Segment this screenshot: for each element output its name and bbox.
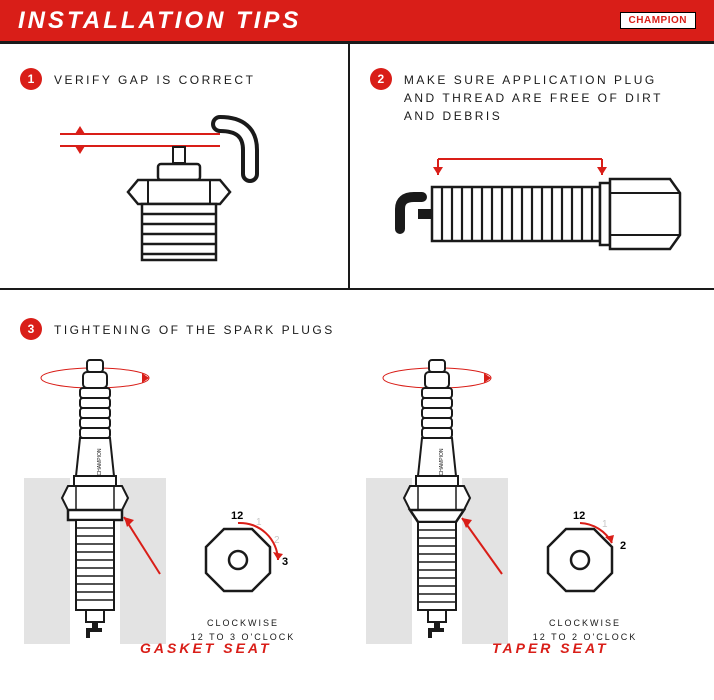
step-head-1: 1 Verify gap is correct [20, 68, 328, 90]
brand-logo: CHAMPION [620, 12, 696, 29]
taper-seat-col: CHAMPION [362, 354, 694, 644]
gasket-plug-svg: CHAMPION [20, 354, 170, 644]
header-bar: INSTALLATION TIPS CHAMPION [0, 0, 714, 44]
clock1-note-l1: CLOCKWISE [207, 618, 279, 628]
taper-seat-label: TAPER SEAT [492, 640, 609, 656]
step-head-3: 3 Tightening of the spark plugs [20, 318, 694, 340]
step-number-badge: 2 [370, 68, 392, 90]
step-1-text: Verify gap is correct [54, 68, 255, 89]
panel-verify-gap: 1 Verify gap is correct [0, 44, 350, 288]
top-row: 1 Verify gap is correct [0, 44, 714, 288]
thread-svg [370, 139, 690, 289]
page-title: INSTALLATION TIPS [18, 7, 301, 35]
gasket-seat-col: CHAMPION [20, 354, 352, 644]
clock-taper: 12 1 2 CLOCKWISE 12 TO 2 O'CLOCK [530, 507, 640, 644]
clock-12: 12 [573, 510, 585, 522]
clock-1: 1 [602, 519, 608, 530]
gap-svg [20, 104, 330, 264]
panel-clean-thread: 2 Make sure application plug and thread … [350, 44, 714, 288]
clock-3: 3 [282, 556, 288, 568]
plugs-row: CHAMPION [20, 354, 694, 644]
step-head-2: 2 Make sure application plug and thread … [370, 68, 694, 125]
step-number-badge: 3 [20, 318, 42, 340]
step-number-badge: 1 [20, 68, 42, 90]
step-2-text: Make sure application plug and thread ar… [404, 68, 694, 125]
clock-gasket: 12 1 2 3 CLOCKWISE 12 TO 3 O'CLOCK [188, 507, 298, 644]
clock2-note-l1: CLOCKWISE [549, 618, 621, 628]
diagram-thread [370, 139, 694, 294]
svg-text:CHAMPION: CHAMPION [439, 448, 445, 475]
taper-plug-svg: CHAMPION [362, 354, 512, 644]
clock2-svg: 12 1 2 [530, 507, 640, 607]
clock-12: 12 [231, 510, 243, 522]
step-3-text: Tightening of the spark plugs [54, 318, 335, 339]
gasket-seat-label: GASKET SEAT [140, 640, 272, 656]
svg-text:CHAMPION: CHAMPION [97, 448, 103, 475]
clock1-svg: 12 1 2 3 [188, 507, 298, 607]
diagram-gap [20, 104, 328, 269]
clock-2: 2 [620, 540, 626, 552]
panel-tightening: 3 Tightening of the spark plugs [0, 290, 714, 654]
